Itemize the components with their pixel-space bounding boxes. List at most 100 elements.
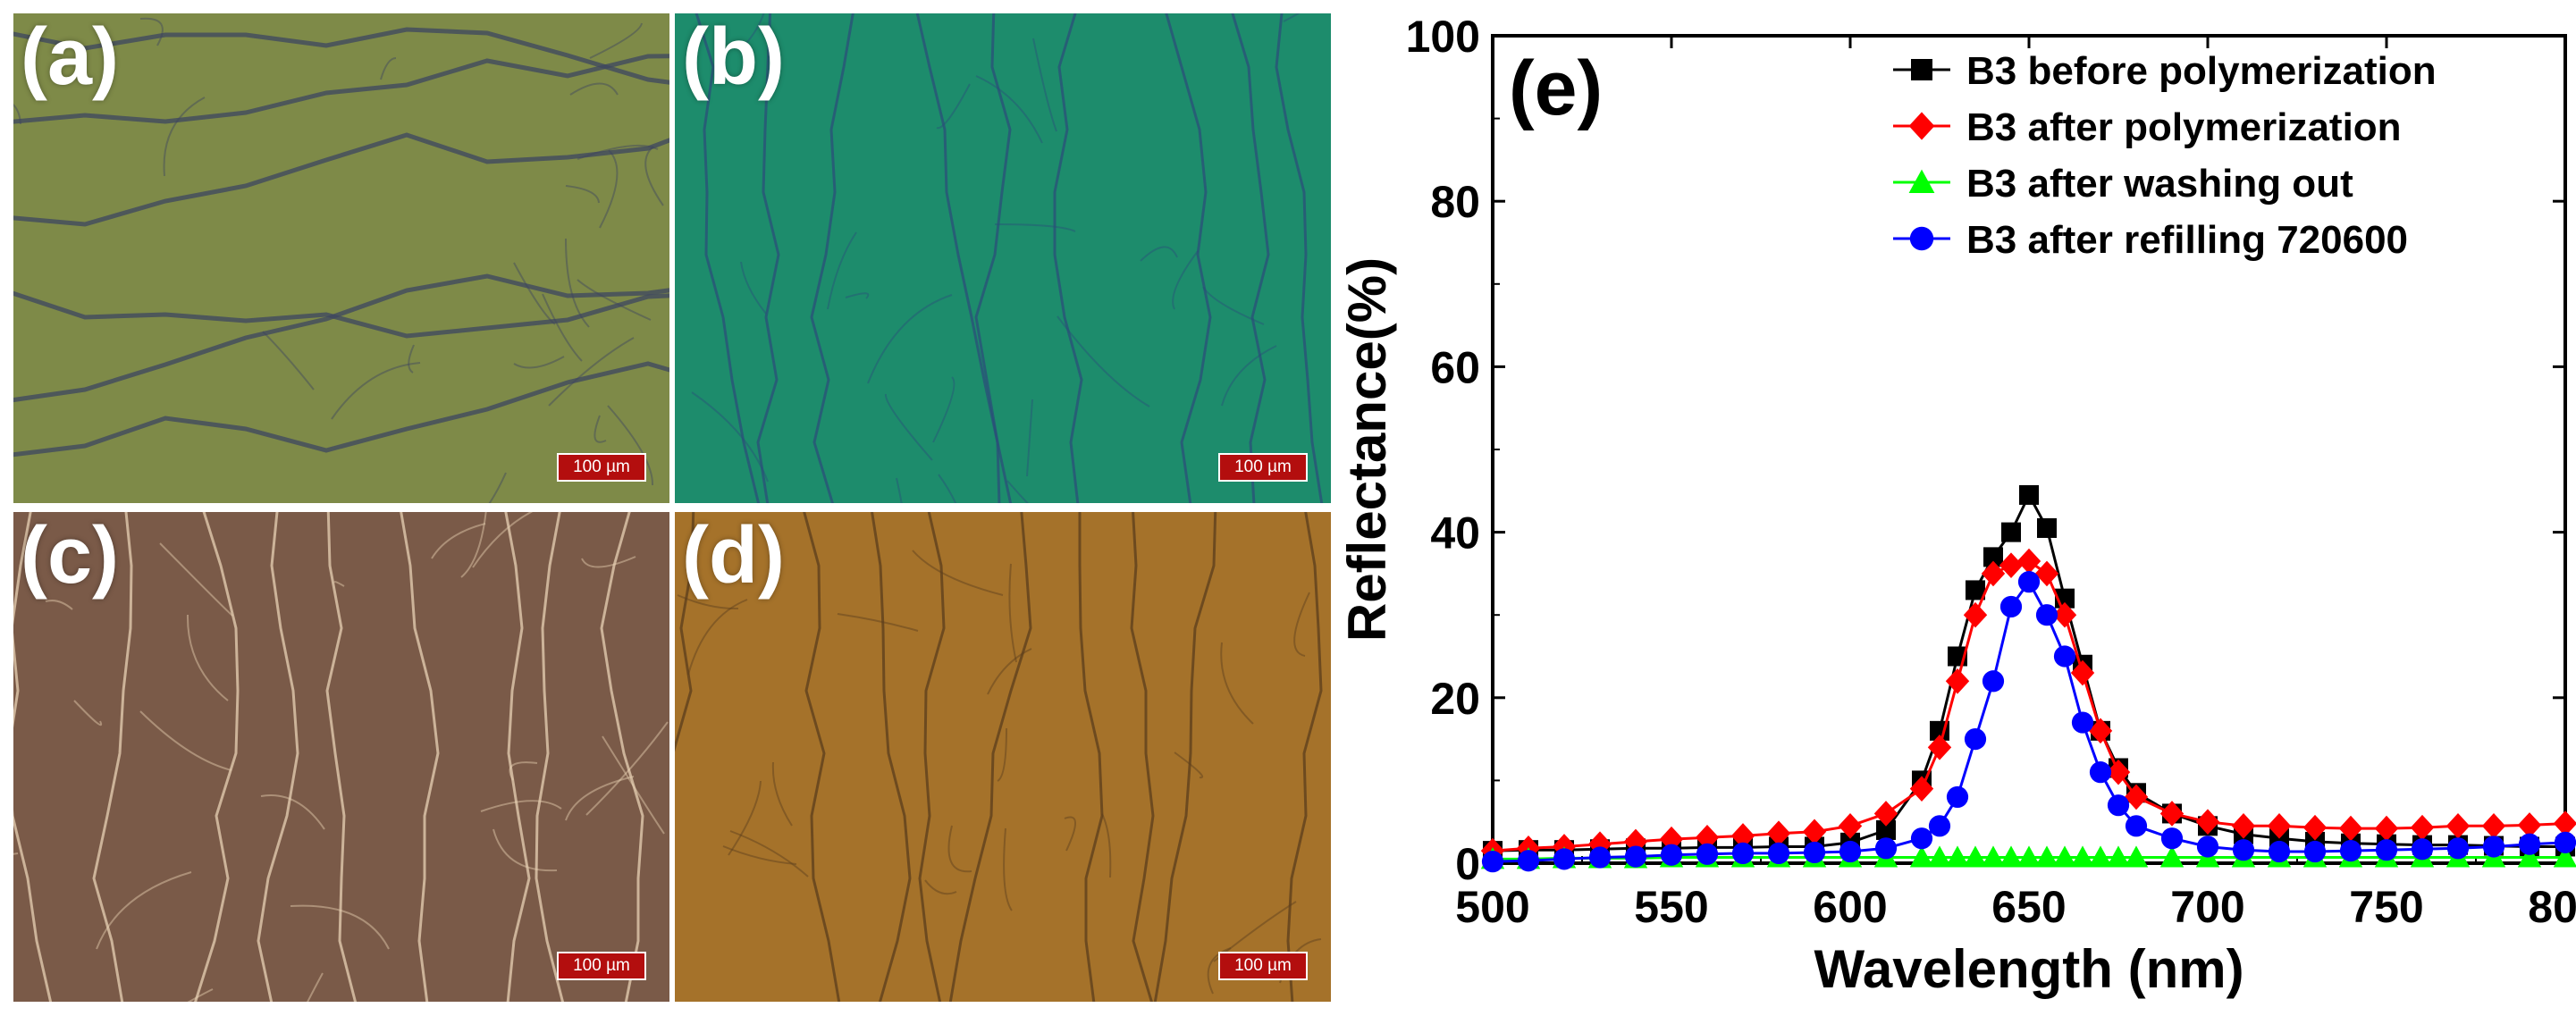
data-point — [1927, 845, 1952, 868]
y-tick-label: 80 — [1430, 177, 1480, 227]
series-line — [1492, 491, 2565, 852]
data-point — [1517, 850, 1540, 872]
scale-bar-d: 100 µm — [1218, 952, 1308, 980]
reflectance-chart: 500 550 600 650 700 750 800 0 20 40 60 80 100 Wavelen… — [1337, 12, 2576, 999]
data-point — [1946, 785, 1969, 809]
data-point — [2303, 840, 2327, 863]
micrograph-a: (a) 100 µm — [13, 13, 669, 503]
data-point — [1588, 846, 1612, 869]
data-point — [1695, 824, 1720, 851]
data-point — [2034, 845, 2059, 868]
data-point — [2446, 813, 2471, 839]
data-point — [2001, 522, 2021, 542]
data-point — [1624, 845, 1647, 868]
data-point — [1696, 843, 1719, 865]
data-point — [2035, 604, 2058, 626]
data-point — [2339, 840, 2362, 862]
data-point — [1660, 844, 1683, 866]
x-tick-label: 500 — [1455, 882, 1529, 932]
data-point — [2016, 845, 2041, 868]
data-point — [2124, 845, 2149, 868]
data-point — [1659, 826, 1684, 852]
scale-bar-c: 100 µm — [557, 952, 646, 980]
micrograph-texture — [13, 512, 669, 1002]
panel-label-a: (a) — [21, 13, 119, 102]
legend-label: B3 after refilling 720600 — [1966, 218, 2408, 262]
x-axis-label: Wavelength (nm) — [1814, 939, 2243, 999]
x-tick-label: 600 — [1813, 882, 1887, 932]
data-point — [1731, 842, 1755, 864]
legend-marker — [1909, 226, 1934, 251]
x-tick-label: 750 — [2349, 882, 2423, 932]
scale-bar-a: 100 µm — [557, 453, 646, 482]
data-point — [2037, 517, 2057, 538]
data-point — [1910, 827, 1933, 850]
data-point — [2554, 831, 2576, 853]
legend-marker — [1908, 169, 1935, 193]
plot-frame — [1491, 34, 2567, 865]
data-point — [1945, 845, 1970, 868]
data-point — [1767, 842, 1790, 864]
data-point — [1999, 845, 2024, 868]
data-point — [2553, 845, 2576, 868]
data-point — [1963, 845, 1988, 868]
data-point — [2089, 761, 2112, 784]
data-point — [2411, 838, 2434, 861]
series-1 — [1483, 484, 2575, 861]
data-point — [2410, 814, 2435, 841]
data-point — [2159, 845, 2185, 868]
legend: B3 before polymerization B3 after polymer… — [1893, 49, 2437, 262]
data-point — [2481, 813, 2506, 839]
legend-marker — [1911, 59, 1932, 80]
data-point — [1964, 728, 1987, 751]
data-point — [2446, 837, 2470, 860]
series-line — [1492, 559, 2566, 852]
data-point — [2160, 827, 2184, 850]
x-tick-label: 650 — [1991, 882, 2066, 932]
data-point — [2232, 839, 2255, 861]
legend-label: B3 after polymerization — [1966, 105, 2402, 149]
data-point — [1730, 823, 1755, 849]
y-tick-label: 40 — [1430, 508, 1480, 558]
data-point — [2268, 840, 2291, 863]
data-point — [2052, 845, 2077, 868]
series-4 — [1481, 571, 2576, 873]
data-point — [1966, 580, 1985, 600]
data-point — [2107, 794, 2130, 817]
micrograph-texture — [675, 13, 1331, 503]
data-point — [1874, 837, 1898, 860]
micrograph-c: (c) 100 µm — [13, 512, 669, 1002]
data-point — [2482, 835, 2505, 858]
data-point — [1839, 840, 1862, 863]
micrograph-d: (d) 100 µm — [675, 512, 1331, 1002]
panel-label-c: (c) — [21, 512, 119, 600]
panel-label-e: (e) — [1509, 46, 1603, 131]
data-point — [1481, 851, 1504, 873]
data-point — [2196, 835, 2219, 858]
series-2 — [1480, 548, 2576, 864]
data-point — [2106, 845, 2131, 868]
data-point — [2125, 815, 2148, 837]
micrograph-texture — [675, 512, 1331, 1002]
x-tick-label: 700 — [2170, 882, 2244, 932]
micrograph-texture — [13, 13, 669, 503]
data-point — [2053, 645, 2076, 668]
data-point — [1983, 547, 2003, 567]
data-point — [2070, 845, 2095, 868]
y-tick-label: 20 — [1430, 674, 1480, 724]
data-point — [2375, 839, 2398, 861]
data-point — [1876, 819, 1896, 840]
series-line — [1492, 579, 2566, 863]
data-point — [2017, 571, 2041, 593]
y-tick-label: 0 — [1455, 839, 1480, 889]
data-point — [2071, 711, 2094, 734]
y-axis-label: Reflectance(%) — [1337, 257, 1397, 642]
data-point — [2088, 845, 2113, 868]
data-point — [1909, 845, 1934, 868]
panel-label-d: (d) — [682, 512, 785, 600]
legend-label: B3 after washing out — [1966, 162, 2353, 206]
data-point — [2016, 548, 2041, 575]
y-tick-label: 100 — [1406, 12, 1480, 62]
data-point — [1802, 819, 1827, 845]
data-point — [2553, 810, 2576, 836]
